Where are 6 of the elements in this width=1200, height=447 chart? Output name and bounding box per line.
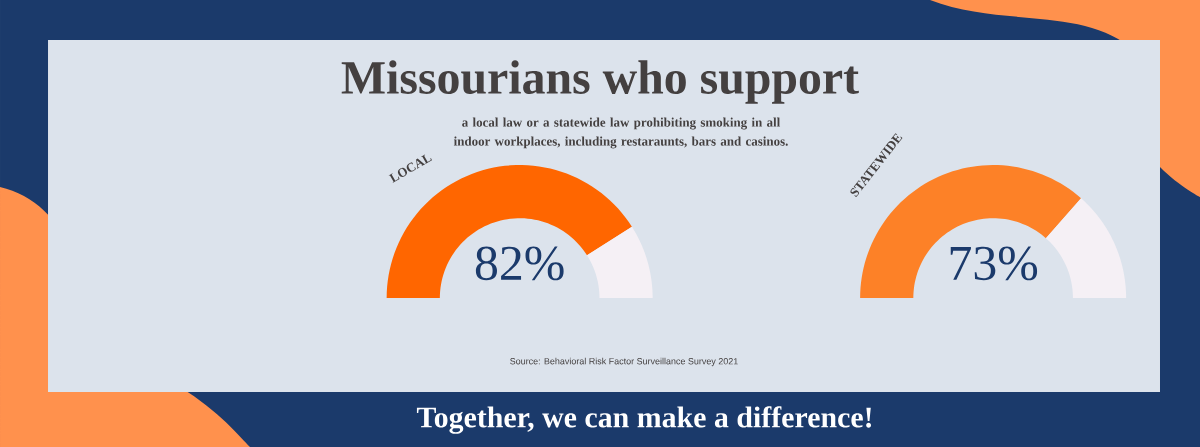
data-label: 73% bbox=[950, 246, 1038, 281]
text: a local law or a statewide law prohibiting smoking in all indoor workplaces, including restaraunts, bars and casinos. bbox=[453, 117, 788, 149]
text: Missourians who support bbox=[341, 60, 859, 104]
source-note: Source: Behavioral Risk Factor Surveillance Survey 2021 bbox=[510, 357, 738, 367]
data-label: 82% bbox=[475, 246, 564, 281]
text: Together, we can make a difference! bbox=[416, 406, 872, 434]
